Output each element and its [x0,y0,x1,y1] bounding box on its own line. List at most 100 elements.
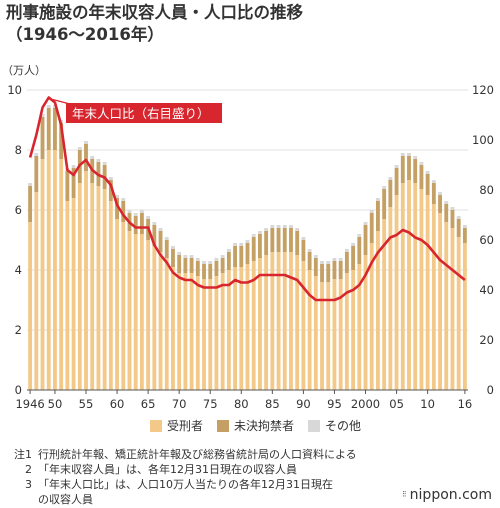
x-tick-label: 60 [110,397,125,411]
bar-segment [320,264,324,282]
bar-segment [226,249,231,252]
x-tick-label: 1946 [15,397,44,411]
bar-segment [28,186,33,222]
bar-segment [270,252,275,390]
bar-segment [307,252,312,270]
bar-segment [71,198,76,390]
x-tick-label: 75 [203,397,218,411]
bar-segment [289,252,293,390]
bar-segment [121,198,126,201]
bar-segment [171,249,175,267]
bar-segment [425,174,430,195]
bar-segment [419,165,424,189]
bar-segment [40,117,45,159]
bar-segment [332,258,337,261]
bar-segment [456,219,461,237]
bar-segment [326,261,331,264]
bar-segment [202,279,206,390]
bar-segment [102,162,107,165]
left-tick-label: 10 [7,83,22,97]
bar-segment [96,159,101,162]
bar-segment [164,240,169,258]
bar-segment [282,228,287,252]
bar-segment [251,261,256,390]
bar-segment [183,258,188,273]
bar-segment [394,195,399,390]
bar-segment [394,165,399,168]
brand-text: nippon.com [409,487,492,503]
bar-segment [301,237,306,240]
legend-label: 未決拘禁者 [234,419,295,433]
bar-segment [320,282,324,390]
bar-segment [121,222,126,390]
bar-segment [388,180,393,207]
bar-segment [40,114,45,117]
ratio-series-line [28,96,466,302]
bar-segment [183,273,188,390]
bar-segment [208,279,213,390]
bar-segment [84,141,88,144]
bar-segment [413,159,418,183]
bar-segment [413,156,418,159]
note-number: 注1 [14,448,32,461]
bar-segment [245,240,250,243]
bar-segment [382,186,387,189]
right-tick-label: 60 [479,233,494,247]
bar-segment [251,234,256,237]
bar-segment [177,255,182,273]
bar-segment [202,261,206,264]
bar-segment [425,195,430,390]
bar-segment [282,225,287,228]
bar-segment [363,222,368,225]
right-tick-label: 40 [479,283,494,297]
bar-segment [115,198,119,219]
bar-segment [251,237,256,261]
bar-segment [146,216,151,219]
bar-segment [59,159,64,390]
bars [28,105,467,390]
legend: 受刑者 未決拘禁者 その他 [150,417,361,434]
bar-segment [413,183,418,390]
note-row: 注1 行刑統計年報、矯正統計年報及び総務省統計局の人口資料による [4,447,357,462]
legend-item: 受刑者 [150,417,203,434]
note-text: の収容人員 [38,493,93,506]
bar-segment [295,231,300,255]
bar-segment [171,246,175,249]
bar-segment [456,216,461,219]
bar-segment [344,252,349,273]
bar-segment [456,237,461,390]
bar-segment [96,186,101,390]
bar-segment [102,189,107,390]
bar-segment [400,183,405,390]
bar-segment [357,264,362,390]
left-tick-label: 0 [15,383,22,397]
legend-swatch [308,419,321,432]
bar-segment [214,276,219,390]
bar-segment [177,252,182,255]
bar-segment [220,273,225,390]
bar-segment [462,225,467,228]
bar-segment [289,228,293,252]
bar-segment [239,246,244,267]
chart-title-line2: （1946〜2016年） [6,25,164,44]
bar-segment [425,171,430,174]
bar-segment [152,222,157,225]
bar-segment [450,207,455,210]
legend-item: 未決拘禁者 [217,417,294,434]
bar-segment [407,156,411,180]
bar-segment [245,264,250,390]
bar-segment [46,108,51,150]
brand-logo: ⁝⁝ nippon.com [402,487,492,503]
chart-title: 刑事施設の年末収容人員・人口比の推移 （1946〜2016年） [6,2,486,46]
bar-segment [108,177,113,180]
legend-label: 受刑者 [167,419,204,433]
bar-segment [313,258,318,276]
left-tick-label: 6 [15,203,22,217]
bar-segment [369,210,374,213]
x-tick-label: 10 [420,397,435,411]
left-tick-label: 2 [15,323,22,337]
bar-segment [376,231,380,390]
bar-segment [195,258,200,261]
bar-segment [233,243,237,246]
callout-label: 年末人口比（右目盛り） [72,106,210,121]
